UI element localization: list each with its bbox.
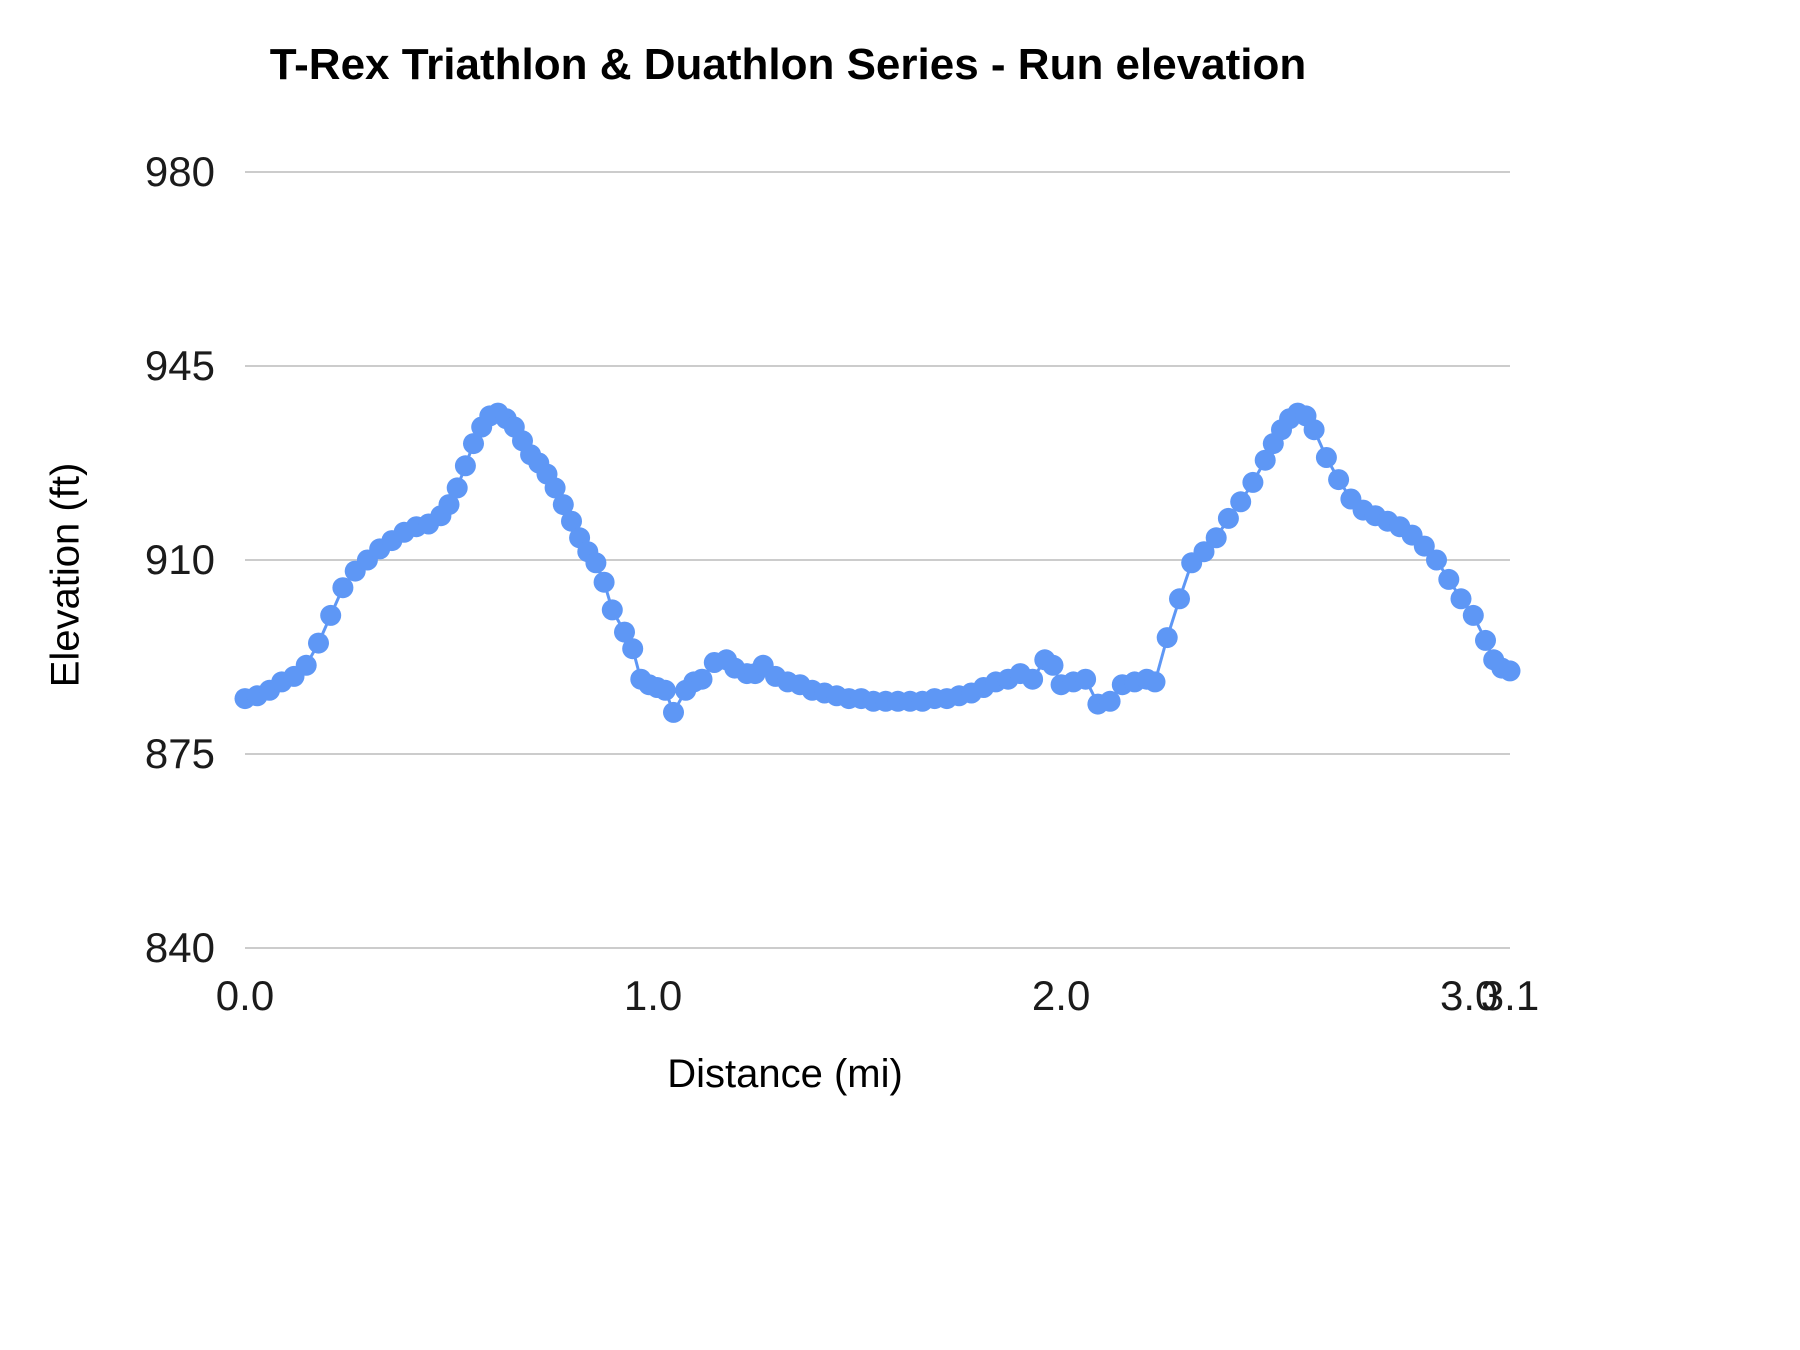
- data-point: [601, 599, 623, 621]
- data-point: [585, 552, 607, 574]
- data-point: [454, 455, 476, 477]
- data-point: [1230, 491, 1252, 513]
- data-point: [1099, 690, 1121, 712]
- y-tick-label: 945: [145, 342, 215, 389]
- data-point: [1254, 449, 1276, 471]
- data-series-points: [234, 402, 1521, 723]
- data-point: [1193, 541, 1215, 563]
- y-tick-label: 875: [145, 730, 215, 777]
- data-point: [1042, 654, 1064, 676]
- data-point: [1499, 660, 1521, 682]
- data-point: [1169, 588, 1190, 610]
- x-tick-label: 3.0: [1440, 972, 1498, 1019]
- y-tick-label: 840: [145, 924, 215, 971]
- x-tick-label: 3.1: [1481, 972, 1539, 1019]
- data-point: [1156, 627, 1178, 649]
- data-point: [295, 654, 317, 676]
- data-point: [1438, 568, 1460, 590]
- data-point: [654, 679, 676, 701]
- data-point: [1413, 535, 1435, 557]
- data-point: [663, 701, 684, 723]
- data-point: [1144, 671, 1166, 693]
- data-point: [1075, 668, 1097, 690]
- data-point: [1450, 588, 1472, 610]
- data-point: [1022, 668, 1044, 690]
- data-point: [552, 494, 574, 516]
- data-point: [1462, 604, 1484, 626]
- data-point: [332, 577, 354, 599]
- data-point: [691, 668, 713, 690]
- data-point: [1303, 419, 1325, 441]
- data-point: [1217, 507, 1239, 529]
- data-point: [446, 477, 468, 499]
- data-point: [593, 571, 615, 593]
- data-point: [308, 632, 329, 654]
- data-point: [561, 510, 582, 532]
- data-point: [1475, 629, 1496, 651]
- chart-title: T-Rex Triathlon & Duathlon Series - Run …: [269, 40, 1307, 89]
- y-tick-label: 910: [145, 536, 215, 583]
- x-axis-label: Distance (mi): [667, 1052, 903, 1096]
- data-point: [320, 604, 342, 626]
- data-point: [1426, 549, 1447, 571]
- data-point: [1315, 447, 1337, 468]
- data-point: [463, 433, 484, 455]
- data-point: [438, 494, 460, 516]
- data-point: [1242, 471, 1264, 493]
- data-point: [1328, 469, 1350, 491]
- data-point: [622, 638, 644, 660]
- data-point: [1205, 527, 1227, 549]
- x-tick-label: 0.0: [216, 972, 274, 1019]
- x-tick-label: 1.0: [624, 972, 682, 1019]
- x-tick-label: 2.0: [1032, 972, 1090, 1019]
- data-point: [614, 621, 635, 643]
- data-point: [544, 477, 566, 499]
- y-tick-label: 980: [145, 148, 215, 195]
